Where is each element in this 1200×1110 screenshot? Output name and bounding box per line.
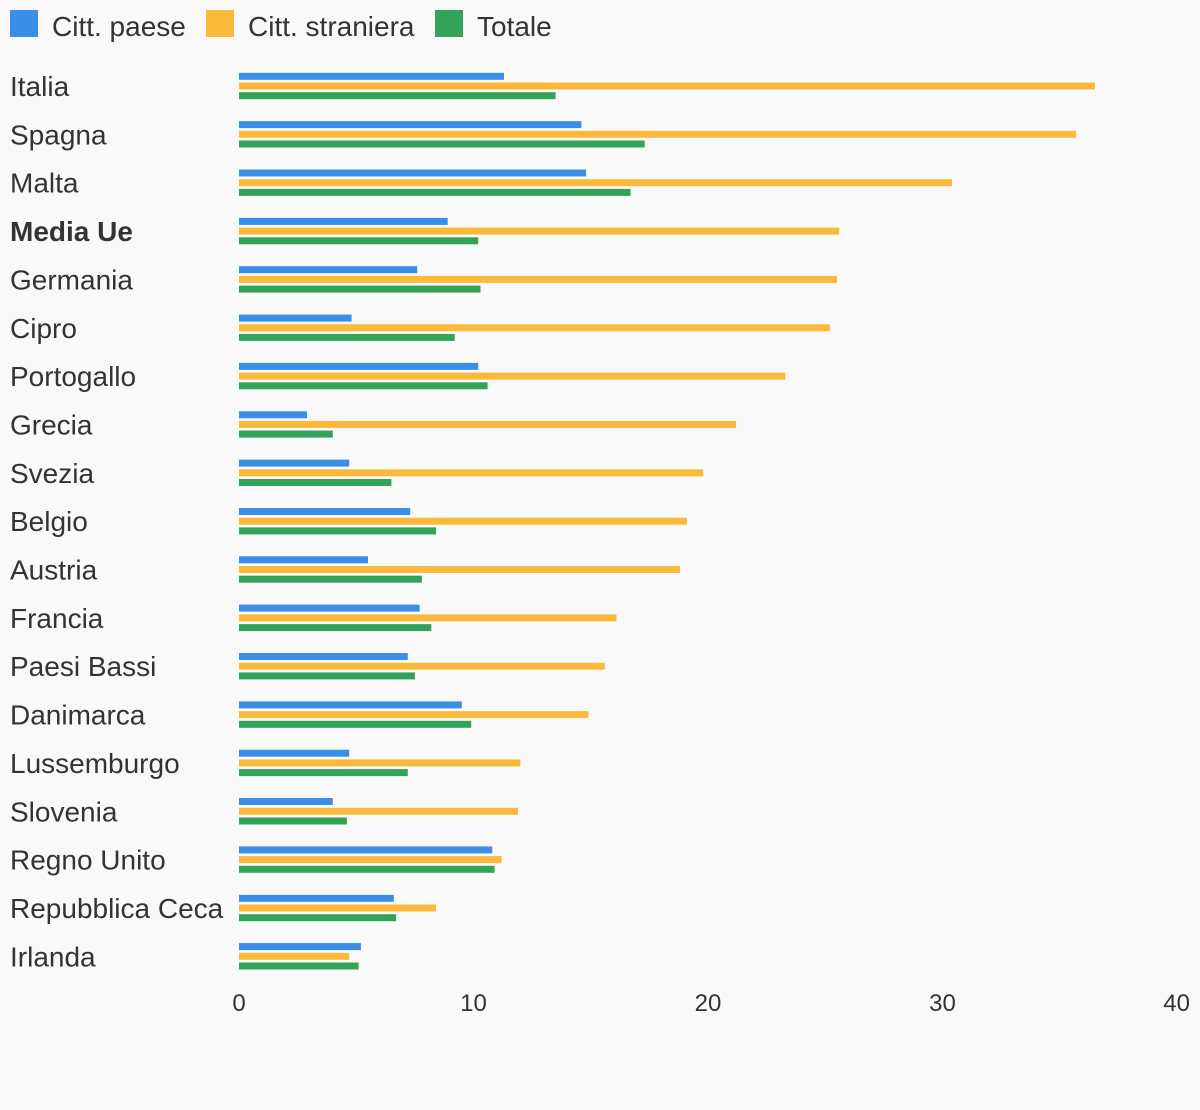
bar bbox=[239, 914, 397, 922]
bar bbox=[239, 469, 704, 477]
legend-swatch bbox=[206, 10, 234, 37]
bar bbox=[239, 508, 411, 515]
category-label: Austria bbox=[10, 555, 98, 586]
legend-swatch bbox=[435, 10, 463, 37]
bar bbox=[239, 285, 481, 293]
category-label: Slovenia bbox=[10, 796, 118, 827]
bar bbox=[239, 333, 455, 341]
bar bbox=[239, 904, 436, 912]
category-labels: Italia Spagna Malta Media Ue Germania Cipro Po… bbox=[10, 71, 224, 972]
bar bbox=[239, 527, 436, 535]
category-label: Regno Unito bbox=[10, 845, 166, 876]
bar bbox=[239, 72, 504, 80]
bar bbox=[239, 817, 347, 825]
bar bbox=[239, 566, 680, 573]
bar bbox=[239, 324, 830, 332]
bar bbox=[239, 140, 645, 148]
bar bbox=[239, 749, 350, 757]
bar bbox=[239, 604, 420, 612]
bar bbox=[239, 275, 837, 283]
category-label: Portogallo bbox=[10, 361, 136, 392]
bar bbox=[239, 962, 359, 970]
legend-label: Citt. paese bbox=[52, 11, 186, 42]
bar bbox=[239, 217, 448, 225]
legend-label: Totale bbox=[477, 11, 552, 42]
category-label: Grecia bbox=[10, 409, 93, 440]
bar bbox=[239, 266, 418, 274]
bar bbox=[239, 130, 1077, 138]
x-tick-label: 40 bbox=[1163, 990, 1190, 1017]
category-label: Paesi Bassi bbox=[10, 651, 156, 682]
bar bbox=[239, 865, 495, 873]
bar bbox=[239, 430, 333, 438]
bar bbox=[239, 894, 394, 902]
category-label: Francia bbox=[10, 603, 104, 634]
bar bbox=[239, 856, 502, 864]
bar bbox=[239, 237, 479, 245]
bar bbox=[239, 82, 1095, 90]
bar bbox=[239, 720, 472, 728]
bar bbox=[239, 556, 368, 564]
bar bbox=[239, 701, 462, 709]
bars bbox=[239, 72, 1095, 970]
bar bbox=[239, 479, 392, 486]
bar bbox=[239, 653, 408, 660]
bar bbox=[239, 798, 333, 805]
bar bbox=[239, 372, 786, 380]
bar bbox=[239, 188, 631, 196]
bar bbox=[239, 614, 617, 622]
x-axis-ticks: 0 10 20 30 40 bbox=[232, 990, 1190, 1017]
bar bbox=[239, 517, 687, 525]
category-label: Svezia bbox=[10, 458, 94, 489]
bar bbox=[239, 769, 408, 777]
bar bbox=[239, 314, 352, 322]
bar bbox=[239, 711, 589, 719]
category-label: Belgio bbox=[10, 506, 88, 537]
category-label: Germania bbox=[10, 264, 133, 295]
x-tick-label: 30 bbox=[929, 990, 956, 1017]
bar bbox=[239, 846, 493, 854]
bar bbox=[239, 420, 737, 428]
bar bbox=[239, 943, 361, 951]
x-tick-label: 10 bbox=[460, 990, 487, 1017]
bar bbox=[239, 411, 307, 419]
bar bbox=[239, 662, 605, 670]
bar bbox=[239, 121, 582, 129]
bar bbox=[239, 672, 415, 680]
bar bbox=[239, 575, 422, 583]
category-label: Repubblica Ceca bbox=[10, 893, 224, 924]
bar bbox=[239, 952, 350, 960]
bar bbox=[239, 459, 350, 467]
bar bbox=[239, 624, 432, 632]
category-label: Italia bbox=[10, 71, 70, 102]
category-label: Malta bbox=[10, 168, 79, 199]
category-label: Lussemburgo bbox=[10, 748, 180, 779]
category-label: Media Ue bbox=[10, 216, 133, 247]
bar bbox=[239, 362, 479, 370]
category-label: Danimarca bbox=[10, 700, 146, 731]
category-label: Irlanda bbox=[10, 941, 96, 972]
legend-label: Citt. straniera bbox=[248, 11, 415, 42]
bar bbox=[239, 807, 519, 815]
bar bbox=[239, 227, 840, 235]
bar bbox=[239, 169, 587, 177]
x-tick-label: 20 bbox=[695, 990, 722, 1017]
chart-legend: Citt. paese Citt. straniera Totale bbox=[10, 10, 552, 42]
category-label: Cipro bbox=[10, 313, 77, 344]
bar bbox=[239, 382, 488, 390]
legend-swatch bbox=[10, 10, 38, 37]
bar bbox=[239, 759, 521, 767]
bar bbox=[239, 92, 556, 100]
bar bbox=[239, 179, 952, 187]
category-label: Spagna bbox=[10, 119, 107, 150]
x-tick-label: 0 bbox=[232, 990, 245, 1017]
